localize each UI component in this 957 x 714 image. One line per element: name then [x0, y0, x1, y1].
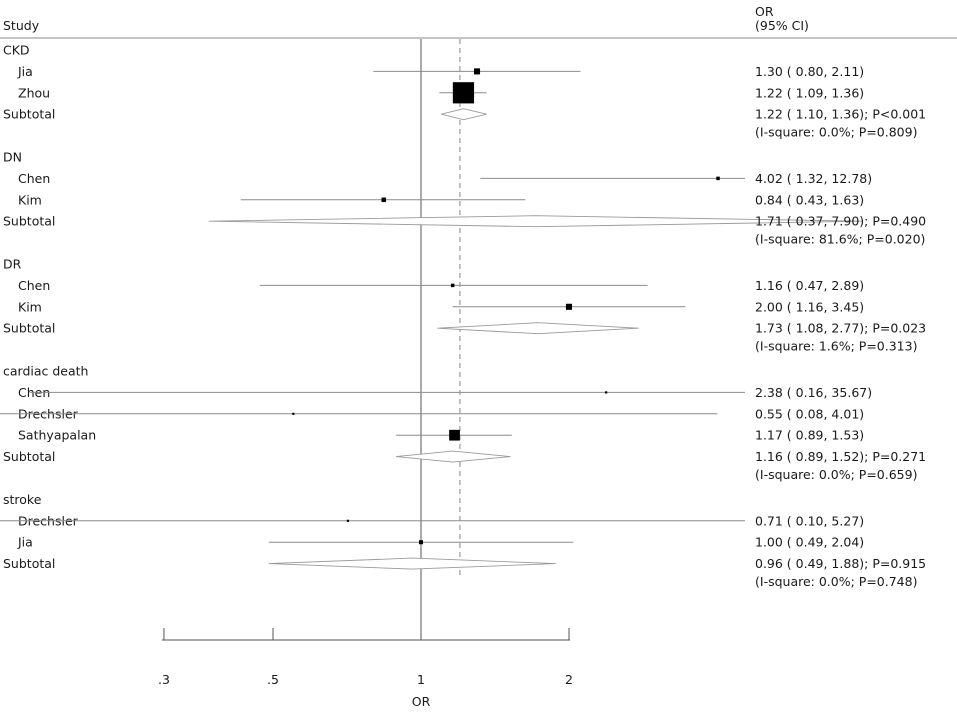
or-ci-label: 2.38 ( 0.16, 35.67): [755, 385, 872, 400]
x-axis-title: OR: [412, 694, 431, 709]
study-marker: [473, 68, 481, 75]
study-marker: [418, 540, 424, 545]
x-tick-label: 1: [417, 672, 425, 687]
heterogeneity-label: (I-square: 81.6%; P=0.020): [755, 232, 925, 247]
heterogeneity-label: (I-square: 0.0%; P=0.809): [755, 125, 917, 140]
subtotal-diamond: [437, 322, 639, 335]
header-study: Study: [3, 18, 40, 33]
study-marker: [449, 429, 460, 441]
study-label: Jia: [17, 64, 33, 79]
subtotal-value: 1.16 ( 0.89, 1.52); P=0.271: [755, 449, 926, 464]
or-ci-label: 0.84 ( 0.43, 1.63): [755, 192, 864, 207]
header-ci: (95% CI): [755, 18, 809, 33]
or-ci-label: 1.00 ( 0.49, 2.04): [755, 535, 864, 550]
group-label: DR: [3, 257, 22, 272]
subtotal-label: Subtotal: [3, 107, 55, 122]
subtotal-value: 1.22 ( 1.10, 1.36); P<0.001: [755, 107, 926, 122]
study-marker: [716, 176, 720, 181]
heterogeneity-label: (I-square: 0.0%; P=0.748): [755, 574, 917, 589]
x-tick-label: 2: [565, 672, 573, 687]
study-marker: [450, 283, 455, 288]
x-tick-label: .5: [267, 672, 279, 687]
subtotal-diamond: [396, 450, 511, 463]
or-ci-label: 1.30 ( 0.80, 2.11): [755, 64, 864, 79]
study-label: Jia: [17, 535, 33, 550]
study-marker: [452, 82, 475, 104]
study-marker: [292, 412, 295, 415]
study-label: Sathyapalan: [18, 428, 96, 443]
subtotal-label: Subtotal: [3, 321, 55, 336]
subtotal-label: Subtotal: [3, 556, 55, 571]
study-marker: [605, 391, 608, 394]
study-label: Chen: [18, 171, 50, 186]
study-marker: [565, 303, 573, 310]
subtotal-diamond: [208, 215, 863, 228]
or-ci-label: 0.71 ( 0.10, 5.27): [755, 513, 864, 528]
header-or: OR: [755, 4, 774, 19]
group-label: CKD: [3, 43, 30, 58]
study-label: Kim: [18, 299, 42, 314]
subtotal-label: Subtotal: [3, 214, 55, 229]
subtotal-value: 1.71 ( 0.37, 7.90); P=0.490: [755, 214, 926, 229]
or-ci-label: 1.16 ( 0.47, 2.89): [755, 278, 864, 293]
or-ci-label: 2.00 ( 1.16, 3.45): [755, 299, 864, 314]
study-label: Chen: [18, 278, 50, 293]
subtotal-value: 1.73 ( 1.08, 2.77); P=0.023: [755, 321, 926, 336]
or-ci-label: 1.22 ( 1.09, 1.36): [755, 85, 864, 100]
study-label: Kim: [18, 192, 42, 207]
subtotal-value: 0.96 ( 0.49, 1.88); P=0.915: [755, 556, 926, 571]
subtotal-diamond: [441, 108, 487, 121]
heterogeneity-label: (I-square: 1.6%; P=0.313): [755, 339, 917, 354]
subtotal-label: Subtotal: [3, 449, 55, 464]
study-label: Zhou: [18, 85, 50, 100]
or-ci-label: 1.17 ( 0.89, 1.53): [755, 428, 864, 443]
study-marker: [381, 197, 387, 203]
study-marker: [346, 519, 349, 522]
x-tick-label: .3: [158, 672, 170, 687]
subtotal-diamond: [268, 557, 556, 570]
group-label: stroke: [3, 492, 42, 507]
or-ci-label: 0.55 ( 0.08, 4.01): [755, 406, 864, 421]
group-label: cardiac death: [3, 364, 88, 379]
or-ci-label: 4.02 ( 1.32, 12.78): [755, 171, 872, 186]
group-label: DN: [3, 150, 22, 165]
heterogeneity-label: (I-square: 0.0%; P=0.659): [755, 467, 917, 482]
